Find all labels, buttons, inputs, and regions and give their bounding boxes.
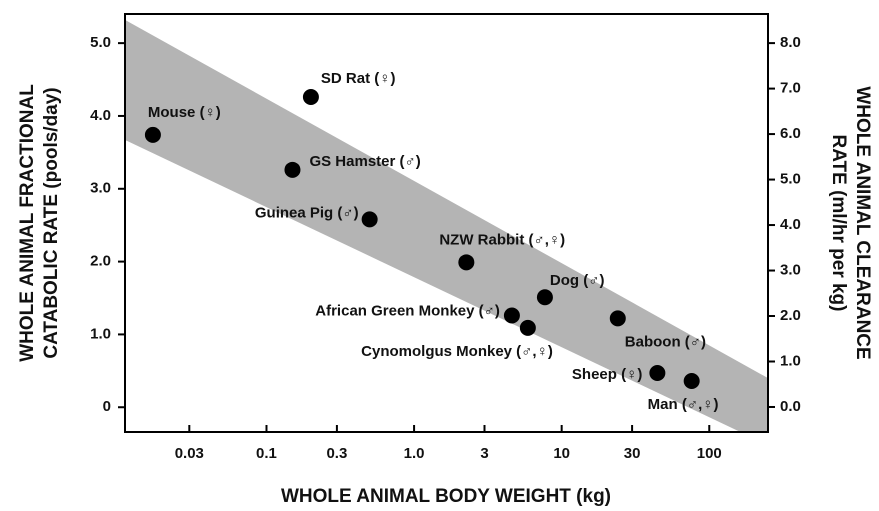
x-tick-label: 0.1: [256, 445, 277, 462]
x-tick-label: 3: [480, 445, 488, 462]
point-label: Dog (♂): [550, 272, 605, 289]
y2-tick-label: 6.0: [780, 125, 801, 142]
point-label: Guinea Pig (♂): [255, 204, 359, 221]
point-label: GS Hamster (♂): [309, 153, 420, 170]
y2-tick-label: 4.0: [780, 216, 801, 233]
data-point: [503, 307, 520, 324]
y2-tick-label: 1.0: [780, 352, 801, 369]
y-tick-label: 2.0: [90, 253, 111, 270]
x-tick-label: 1.0: [404, 445, 425, 462]
y2-tick-label: 3.0: [780, 261, 801, 278]
x-axis-title: WHOLE ANIMAL BODY WEIGHT (kg): [281, 486, 611, 507]
y-tick-label: 5.0: [90, 34, 111, 51]
point-label: Baboon (♂): [625, 333, 706, 350]
data-point: [609, 310, 626, 327]
y2-axis-title-line: RATE (ml/hr per kg): [828, 135, 849, 312]
y-axis-title-line: WHOLE ANIMAL FRACTIONAL: [17, 84, 38, 362]
point-label: Mouse (♀): [148, 104, 221, 121]
data-point: [284, 161, 301, 178]
data-point: [302, 89, 319, 106]
data-point: [519, 319, 536, 336]
y2-tick-label: 2.0: [780, 307, 801, 324]
data-point: [536, 289, 553, 306]
data-point: [144, 126, 161, 143]
x-tick-label: 0.3: [326, 445, 347, 462]
y-tick-label: 4.0: [90, 107, 111, 124]
point-label: Sheep (♀): [572, 366, 642, 383]
point-label: African Green Monkey (♂): [315, 302, 500, 319]
point-label: NZW Rabbit (♂,♀): [439, 231, 565, 248]
y-axis-title-line: CATABOLIC RATE (pools/day): [41, 87, 62, 358]
plot-frame: [124, 13, 769, 433]
y-tick-label: 0: [103, 398, 111, 415]
point-label: Man (♂,♀): [648, 396, 719, 413]
y-axis-title: WHOLE ANIMAL FRACTIONAL CATABOLIC RATE (…: [17, 84, 62, 362]
confidence-band: [125, 19, 768, 432]
data-point: [649, 365, 666, 382]
y-tick-label: 3.0: [90, 180, 111, 197]
x-tick-label: 30: [624, 445, 641, 462]
point-label: Cynomolgus Monkey (♂,♀): [361, 343, 553, 360]
y2-tick-label: 7.0: [780, 80, 801, 97]
point-label: SD Rat (♀): [321, 70, 396, 87]
x-tick-label: 0.03: [175, 445, 204, 462]
band-group: [125, 19, 768, 432]
data-point: [361, 211, 378, 228]
y2-axis-title: WHOLE ANIMAL CLEARANCE RATE (ml/hr per k…: [828, 86, 873, 359]
data-point: [458, 254, 475, 271]
x-tick-label: 10: [553, 445, 570, 462]
y2-tick-label: 0.0: [780, 398, 801, 415]
x-tick-label: 100: [697, 445, 722, 462]
y2-tick-label: 5.0: [780, 171, 801, 188]
y-tick-label: 1.0: [90, 325, 111, 342]
y2-axis-title-line: WHOLE ANIMAL CLEARANCE: [852, 86, 873, 359]
y2-tick-label: 8.0: [780, 34, 801, 51]
data-point: [683, 373, 700, 390]
